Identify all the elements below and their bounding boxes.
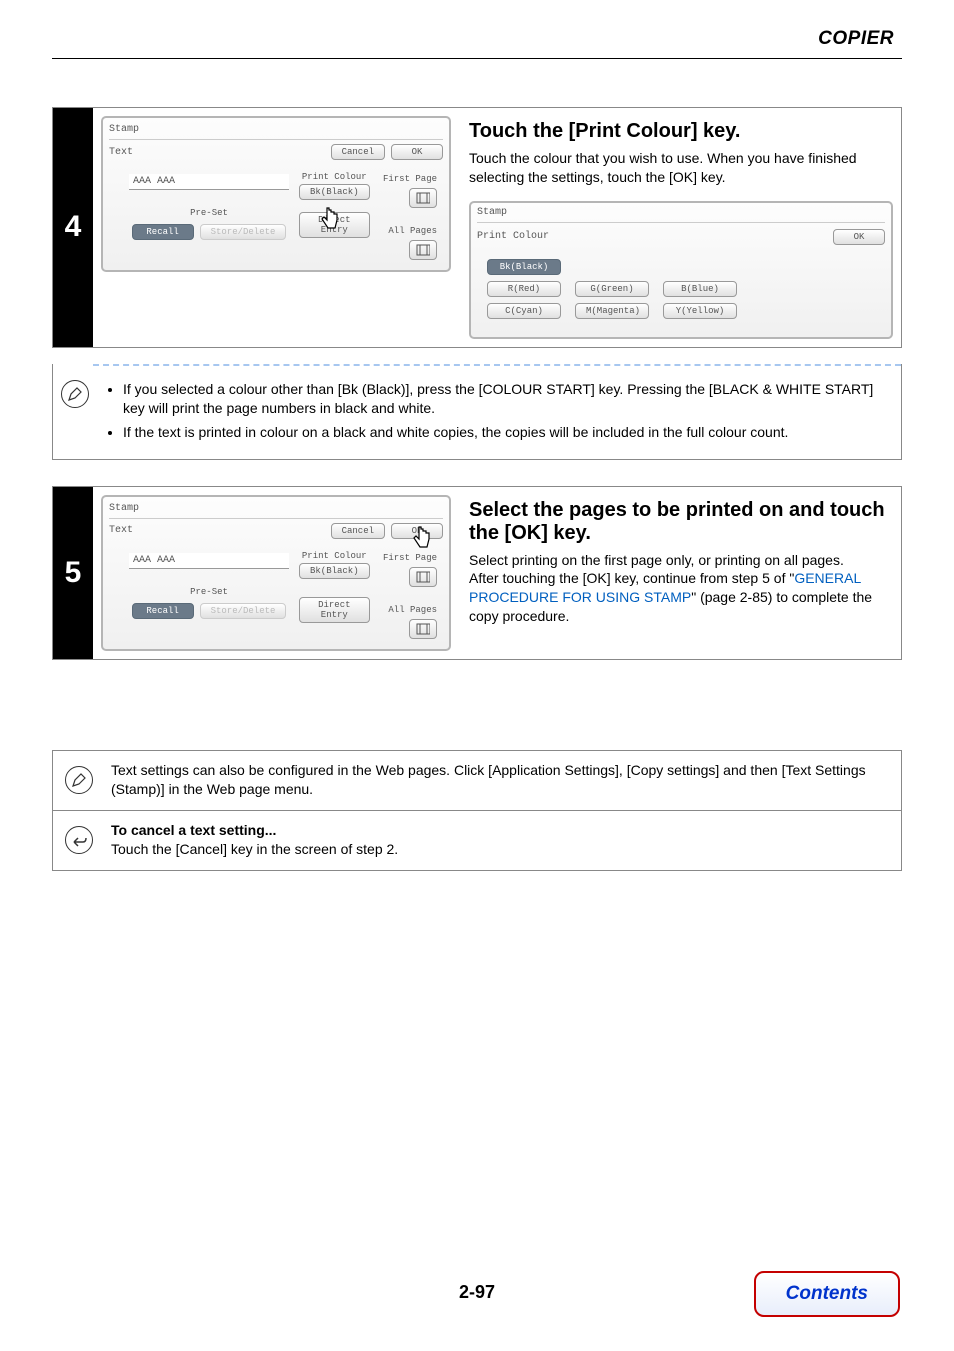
step4-notes: If you selected a colour other than [Bk … [107,380,889,447]
note-pencil-icon-2 [65,766,93,794]
all-pages-icon-button[interactable] [409,240,437,260]
page-icon [416,192,430,204]
direct-entry-button-5[interactable]: Direct Entry [299,597,370,623]
footnote-2: To cancel a text setting... Touch the [C… [111,821,889,860]
text-tab: Text [109,147,133,158]
recall-button-5[interactable]: Recall [132,603,194,619]
ui-panel-step4-left: Stamp Text Cancel OK AAA AAA Pre [101,116,451,272]
step-5-section: 5 Stamp Text Cancel OK [52,486,902,660]
pages-icon [416,244,430,256]
all-pages-label: All Pages [388,226,437,236]
preset-label: Pre-Set [190,208,228,218]
print-colour-caption: Print Colour [302,172,367,182]
print-colour-button[interactable]: Bk(Black) [299,184,370,200]
ui-panel-print-colour: Stamp Print Colour OK Bk(Black) R(Red) G… [469,201,893,339]
step5-title: Select the pages to be printed on and to… [469,499,893,545]
step5-text1: Select printing on the first page only, … [469,551,893,570]
first-page-icon-button[interactable] [409,188,437,208]
note-bullet-2: If the text is printed in colour on a bl… [123,423,889,443]
footnote-2-title: To cancel a text setting... [111,821,889,841]
footnote-1-text: Text settings can also be configured in … [111,761,889,800]
ok-button-colour[interactable]: OK [833,229,885,245]
stamp-label-2: Stamp [477,207,885,218]
colour-m-button[interactable]: M(Magenta) [575,303,649,319]
hand-cursor-icon [317,206,345,234]
step4-title: Touch the [Print Colour] key. [469,120,893,143]
page-icon-5a [416,571,430,583]
dashed-separator [93,364,901,366]
text-field-5: AAA AAA [129,553,289,569]
footnote-2-body: Touch the [Cancel] key in the screen of … [111,840,889,860]
step-number-5: 5 [53,487,93,659]
stamp-label: Stamp [109,124,139,135]
step-number-4: 4 [53,108,93,347]
recall-button[interactable]: Recall [132,224,194,240]
all-pages-label-5: All Pages [388,605,437,615]
step-4-section: 4 Stamp Text Cancel OK [52,107,902,460]
stamp-label-5: Stamp [109,503,139,514]
colour-bk-button[interactable]: Bk(Black) [487,259,561,275]
store-delete-button-5[interactable]: Store/Delete [200,603,287,619]
colour-g-button[interactable]: G(Green) [575,281,649,297]
text-field: AAA AAA [129,174,289,190]
store-delete-button[interactable]: Store/Delete [200,224,287,240]
print-colour-button-5[interactable]: Bk(Black) [299,563,370,579]
hand-cursor-icon-2 [409,525,437,553]
page-icon-5b [416,623,430,635]
step5-text2: After touching the [OK] key, continue fr… [469,569,893,626]
contents-button[interactable]: Contents [754,1271,900,1317]
note-bullet-1: If you selected a colour other than [Bk … [123,380,889,419]
step4-text: Touch the colour that you wish to use. W… [469,149,893,187]
first-page-label: First Page [383,174,437,184]
page-header: COPIER [0,0,954,58]
cancel-button-5[interactable]: Cancel [331,523,385,539]
header-rule [52,58,902,59]
colour-y-button[interactable]: Y(Yellow) [663,303,737,319]
preset-label-5: Pre-Set [190,587,228,597]
colour-r-button[interactable]: R(Red) [487,281,561,297]
ui-panel-step5: Stamp Text Cancel OK [101,495,451,651]
all-pages-icon-button-5[interactable] [409,619,437,639]
footnote-box: Text settings can also be configured in … [52,750,902,871]
print-colour-caption-5: Print Colour [302,551,367,561]
first-page-icon-button-5[interactable] [409,567,437,587]
back-arrow-icon [65,826,93,854]
cancel-button[interactable]: Cancel [331,144,385,160]
print-colour-title: Print Colour [477,231,549,242]
colour-b-button[interactable]: B(Blue) [663,281,737,297]
note-pencil-icon [61,380,89,408]
text-tab-5: Text [109,525,133,536]
ok-button[interactable]: OK [391,144,443,160]
first-page-label-5: First Page [383,553,437,563]
colour-c-button[interactable]: C(Cyan) [487,303,561,319]
